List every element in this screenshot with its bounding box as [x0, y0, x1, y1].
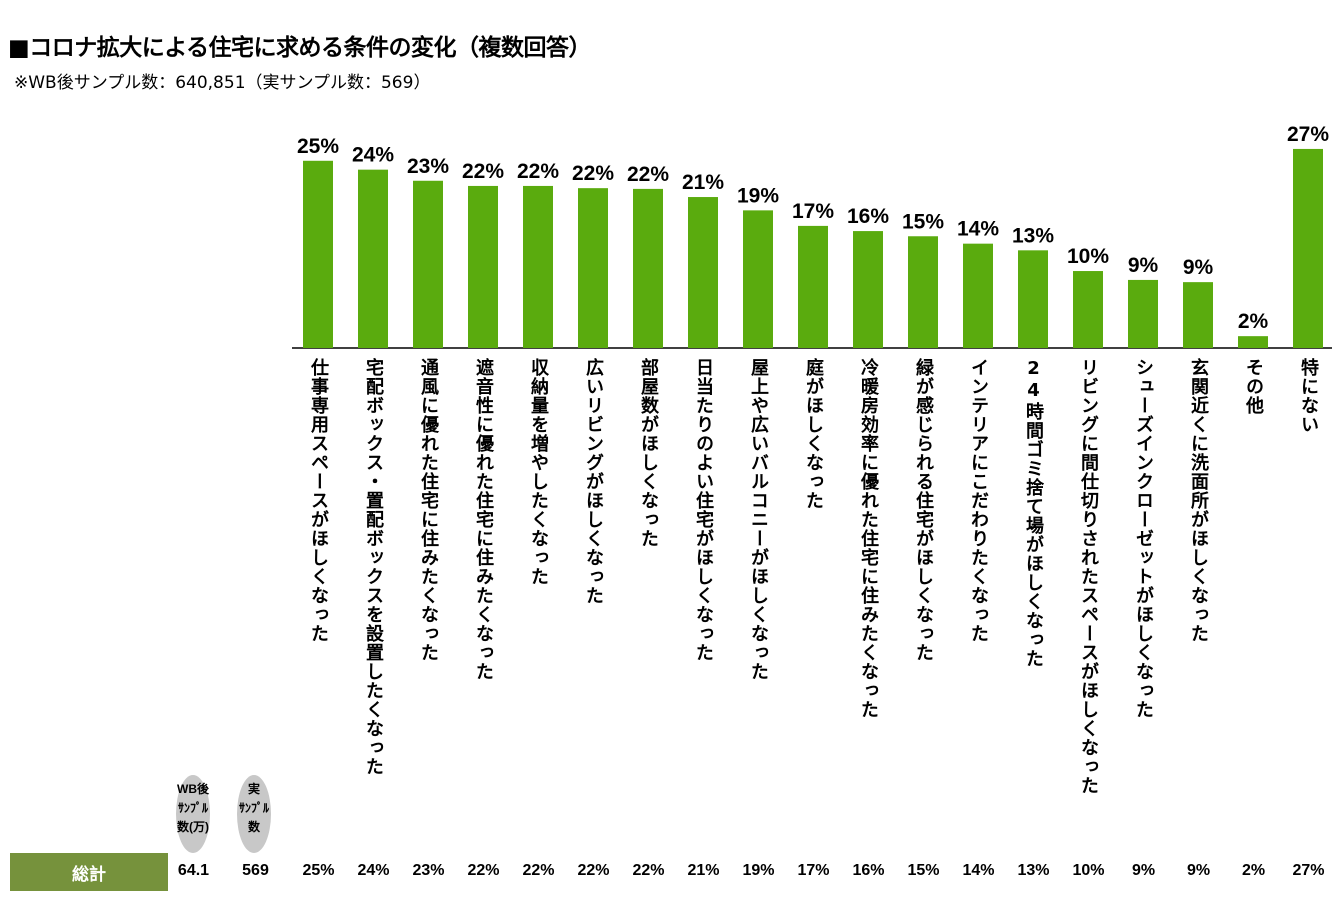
real-sample-header: 実 ｻﾝﾌﾟﾙ 数 [224, 780, 284, 837]
header-line: ｻﾝﾌﾟﾙ [177, 801, 208, 815]
data-label: 19% [737, 184, 779, 207]
header-line: 数(万) [177, 820, 209, 834]
total-value: 14% [962, 862, 995, 879]
category-label: 遮音性に優れた住宅に住みたくなった [473, 358, 494, 681]
data-label: 23% [407, 155, 449, 178]
bar [1018, 250, 1048, 348]
category-label: シューズインクローゼットがほしくなった [1133, 358, 1154, 719]
header-line: 実 [247, 782, 260, 796]
total-value: 15% [907, 862, 940, 879]
bar [1128, 279, 1158, 348]
bar [468, 185, 498, 348]
total-value: 9% [1131, 862, 1156, 879]
total-value: 22% [577, 862, 610, 879]
total-value: 22% [522, 862, 555, 879]
category-label: その他 [1243, 358, 1264, 415]
bar [743, 210, 773, 348]
category-label: 屋上や広いバルコニーがほしくなった [748, 358, 769, 681]
data-label: 2% [1238, 310, 1269, 333]
header-line: WB後 [177, 782, 209, 796]
data-label: 10% [1067, 245, 1109, 268]
category-label: 部屋数がほしくなった [638, 358, 659, 548]
total-value: 23% [412, 862, 445, 879]
bar [1183, 282, 1213, 348]
category-label: 冷暖房効率に優れた住宅に住みたくなった [858, 358, 879, 719]
total-value: 24% [357, 862, 390, 879]
category-label: 玄関近くに洗面所がほしくなった [1188, 358, 1209, 643]
bar [798, 225, 828, 348]
category-label: 24時間ゴミ捨て場がほしくなった [1023, 358, 1044, 668]
category-label: 特にない [1298, 358, 1319, 434]
bar [853, 231, 883, 348]
bar [303, 160, 333, 348]
bar [578, 188, 608, 348]
chart-subtitle: ※WB後サンプル数：640,851（実サンプル数：569） [14, 73, 431, 93]
header-line: ｻﾝﾌﾟﾙ [238, 801, 269, 815]
data-label: 21% [682, 171, 724, 194]
data-label: 16% [847, 205, 889, 228]
bar [1293, 148, 1323, 348]
data-label: 25% [297, 135, 339, 158]
real-header-oval [237, 775, 271, 853]
data-label: 13% [1012, 224, 1054, 247]
data-label: 22% [462, 160, 504, 183]
bar [908, 236, 938, 348]
category-label: 収納量を増やしたくなった [528, 358, 549, 586]
data-label: 27% [1287, 123, 1329, 146]
total-value: 19% [742, 862, 775, 879]
category-label: 日当たりのよい住宅がほしくなった [693, 358, 714, 662]
total-value: 22% [632, 862, 665, 879]
data-label: 17% [792, 200, 834, 223]
real-sample-count: 569 [242, 862, 269, 879]
total-value: 16% [852, 862, 885, 879]
header-line: 数 [247, 820, 260, 834]
category-label: 通風に優れた住宅に住みたくなった [418, 358, 439, 662]
bar [1238, 336, 1268, 348]
category-label: 宅配ボックス・置配ボックスを設置したくなった [363, 358, 384, 776]
total-row-label: 総計 [10, 853, 168, 891]
bar [688, 197, 718, 348]
total-value: 21% [687, 862, 720, 879]
total-value: 2% [1241, 862, 1266, 879]
bar [1073, 271, 1103, 348]
category-label: リビングに間仕切りされたスペースがほしくなった [1078, 358, 1099, 795]
category-label: インテリアにこだわりたくなった [968, 358, 989, 643]
data-label: 9% [1183, 256, 1214, 279]
category-label: 広いリビングがほしくなった [583, 358, 604, 605]
bar [523, 185, 553, 348]
bar [358, 169, 388, 348]
category-label: 仕事専用スペースがほしくなった [308, 358, 329, 643]
data-label: 14% [957, 218, 999, 241]
bar [963, 243, 993, 348]
wb-header-oval [176, 775, 210, 853]
bar [633, 188, 663, 348]
category-label: 緑が感じられる住宅がほしくなった [913, 358, 934, 662]
bar [413, 180, 443, 348]
data-label: 24% [352, 144, 394, 167]
total-value: 13% [1017, 862, 1050, 879]
wb-sample-header: WB後 ｻﾝﾌﾟﾙ 数(万) [163, 780, 223, 837]
total-value: 17% [797, 862, 830, 879]
data-label: 22% [627, 163, 669, 186]
data-label: 9% [1128, 254, 1159, 277]
total-value: 27% [1292, 862, 1325, 879]
total-value: 22% [467, 862, 500, 879]
data-label: 22% [572, 162, 614, 185]
wb-sample-count: 64.1 [177, 862, 210, 879]
data-label: 22% [517, 160, 559, 183]
total-value: 10% [1072, 862, 1105, 879]
chart-title: ■コロナ拡大による住宅に求める条件の変化（複数回答） [8, 35, 592, 61]
data-label: 15% [902, 210, 944, 233]
total-value: 25% [302, 862, 335, 879]
total-value: 9% [1186, 862, 1211, 879]
category-label: 庭がほしくなった [803, 358, 824, 510]
